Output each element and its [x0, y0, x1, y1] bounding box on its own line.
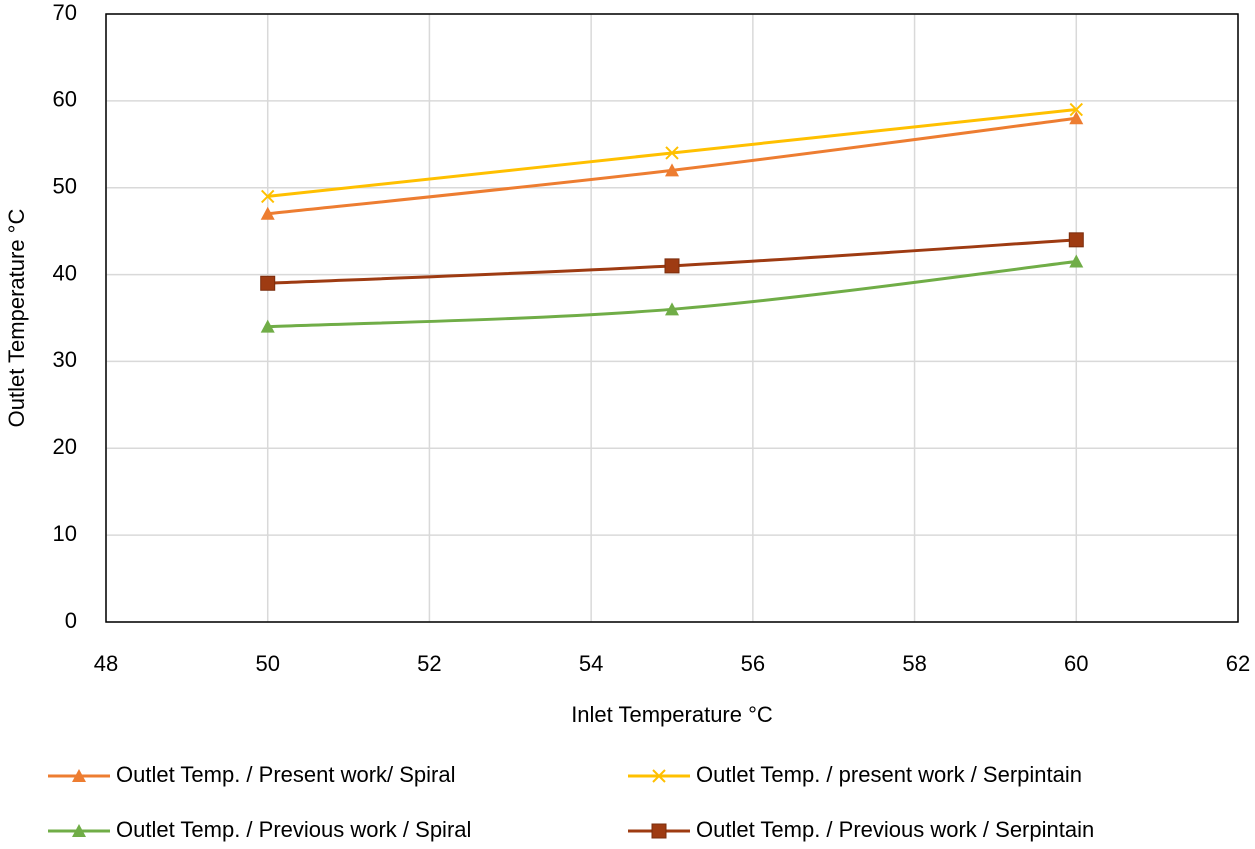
- x-tick-label: 62: [1226, 651, 1250, 676]
- data-point: [261, 189, 275, 204]
- data-point: [665, 146, 679, 160]
- y-tick-label: 50: [53, 174, 77, 199]
- x-tick-label: 50: [255, 651, 279, 676]
- plot-frame: [105, 13, 1239, 623]
- legend-label: Outlet Temp. / present work / Serpintain: [696, 762, 1082, 787]
- y-tick-label: 40: [53, 260, 77, 285]
- y-tick-label: 70: [53, 0, 77, 25]
- legend-label: Outlet Temp. / Present work/ Spiral: [116, 762, 456, 787]
- x-tick-label: 56: [741, 651, 765, 676]
- data-point: [664, 258, 680, 274]
- data-point: [260, 206, 275, 220]
- y-tick-label: 10: [53, 521, 77, 546]
- y-tick-label: 60: [53, 87, 77, 112]
- legend-label: Outlet Temp. / Previous work / Spiral: [116, 817, 471, 842]
- data-point: [1069, 111, 1084, 125]
- y-tick-label: 20: [53, 434, 77, 459]
- y-axis-label: Outlet Temperature °C: [4, 209, 29, 428]
- data-point: [665, 163, 679, 177]
- data-point: [260, 319, 275, 333]
- legend-marker: [651, 823, 667, 839]
- legend-marker: [72, 824, 86, 837]
- y-tick-label: 30: [53, 347, 77, 372]
- y-tick-label: 0: [65, 608, 77, 633]
- data-point: [260, 275, 276, 291]
- x-tick-label: 48: [94, 651, 118, 676]
- legend-marker: [652, 769, 666, 783]
- legend-marker: [72, 769, 86, 782]
- legend-label: Outlet Temp. / Previous work / Serpintai…: [696, 817, 1094, 842]
- x-tick-label: 52: [417, 651, 441, 676]
- data-point: [1069, 254, 1084, 268]
- x-tick-label: 58: [902, 651, 926, 676]
- data-point: [1068, 232, 1084, 248]
- x-axis-label: Inlet Temperature °C: [571, 702, 773, 727]
- data-point: [665, 302, 679, 316]
- x-tick-label: 54: [579, 651, 603, 676]
- data-point: [1069, 102, 1083, 117]
- x-tick-label: 60: [1064, 651, 1088, 676]
